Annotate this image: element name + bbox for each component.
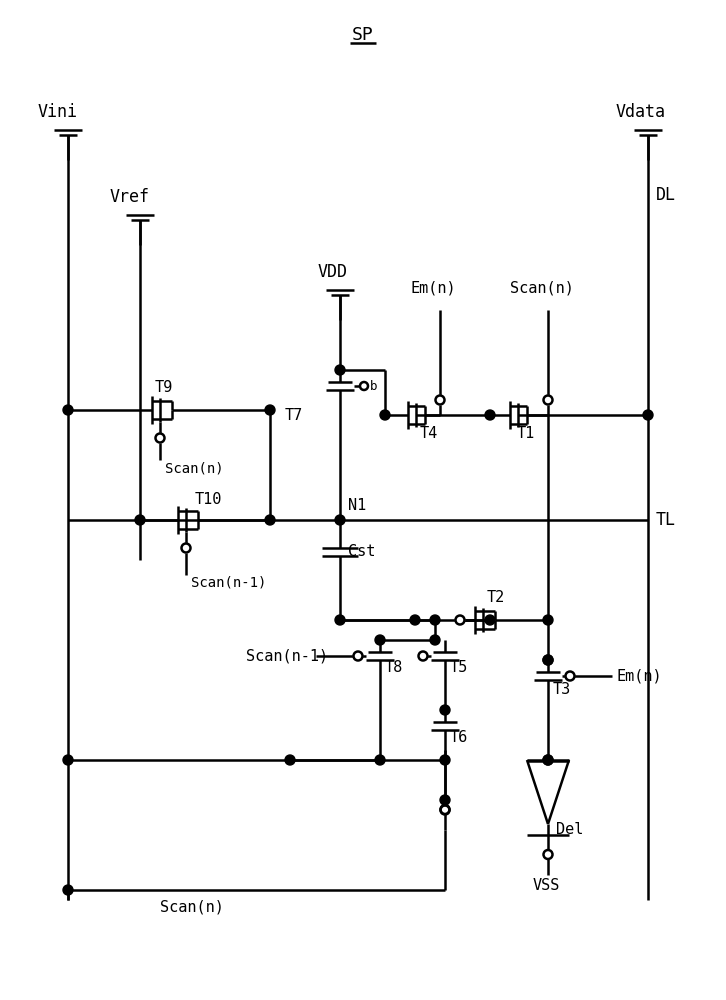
Circle shape	[354, 652, 362, 660]
Text: T7: T7	[285, 408, 303, 424]
Circle shape	[543, 655, 553, 665]
Circle shape	[436, 395, 444, 404]
Circle shape	[430, 615, 440, 625]
Circle shape	[485, 615, 495, 625]
Circle shape	[544, 850, 552, 859]
Circle shape	[440, 755, 450, 765]
Text: T5: T5	[450, 660, 468, 676]
Circle shape	[441, 806, 449, 814]
Text: T4: T4	[420, 426, 439, 440]
Circle shape	[380, 410, 390, 420]
Text: Vref: Vref	[110, 188, 150, 206]
Text: DL: DL	[656, 186, 676, 204]
Circle shape	[418, 652, 428, 660]
Circle shape	[265, 515, 275, 525]
Text: N1: N1	[348, 497, 366, 512]
Circle shape	[182, 544, 190, 552]
Circle shape	[375, 635, 385, 645]
Text: Scan(n-1): Scan(n-1)	[191, 575, 266, 589]
Text: T10: T10	[195, 492, 222, 508]
Circle shape	[285, 755, 295, 765]
Text: VDD: VDD	[318, 263, 348, 281]
Text: TL: TL	[656, 511, 676, 529]
Circle shape	[155, 434, 165, 442]
Circle shape	[543, 615, 553, 625]
Text: T6: T6	[450, 730, 468, 746]
Text: SP: SP	[352, 26, 374, 44]
Circle shape	[455, 615, 465, 624]
Circle shape	[543, 655, 553, 665]
Circle shape	[63, 885, 73, 895]
Circle shape	[566, 672, 574, 680]
Text: Scan(n): Scan(n)	[165, 461, 224, 475]
Text: Cst: Cst	[348, 544, 375, 560]
Circle shape	[430, 635, 440, 645]
Circle shape	[375, 755, 385, 765]
Circle shape	[441, 805, 449, 814]
Text: Vdata: Vdata	[616, 103, 666, 121]
Circle shape	[63, 405, 73, 415]
Circle shape	[440, 705, 450, 715]
Text: Scan(n): Scan(n)	[510, 280, 574, 296]
Circle shape	[335, 515, 345, 525]
Text: Del: Del	[556, 822, 584, 838]
Circle shape	[135, 515, 145, 525]
Text: b: b	[370, 379, 378, 392]
Text: Scan(n): Scan(n)	[160, 900, 224, 915]
Circle shape	[335, 615, 345, 625]
Circle shape	[643, 410, 653, 420]
Text: VSS: VSS	[533, 878, 560, 892]
Circle shape	[335, 365, 345, 375]
Text: Em(n): Em(n)	[617, 668, 663, 684]
Circle shape	[544, 395, 552, 404]
Circle shape	[543, 755, 553, 765]
Text: T9: T9	[155, 380, 174, 395]
Circle shape	[360, 382, 368, 390]
Text: Vini: Vini	[38, 103, 78, 121]
Text: Scan(n-1): Scan(n-1)	[246, 648, 328, 664]
Circle shape	[265, 405, 275, 415]
Circle shape	[63, 755, 73, 765]
Text: Em(n): Em(n)	[410, 280, 456, 296]
Circle shape	[410, 615, 420, 625]
Text: T1: T1	[517, 426, 535, 440]
Text: T2: T2	[487, 590, 505, 605]
Circle shape	[440, 795, 450, 805]
Text: T3: T3	[553, 682, 571, 698]
Text: T8: T8	[385, 660, 403, 676]
Circle shape	[485, 410, 495, 420]
Circle shape	[543, 755, 553, 765]
